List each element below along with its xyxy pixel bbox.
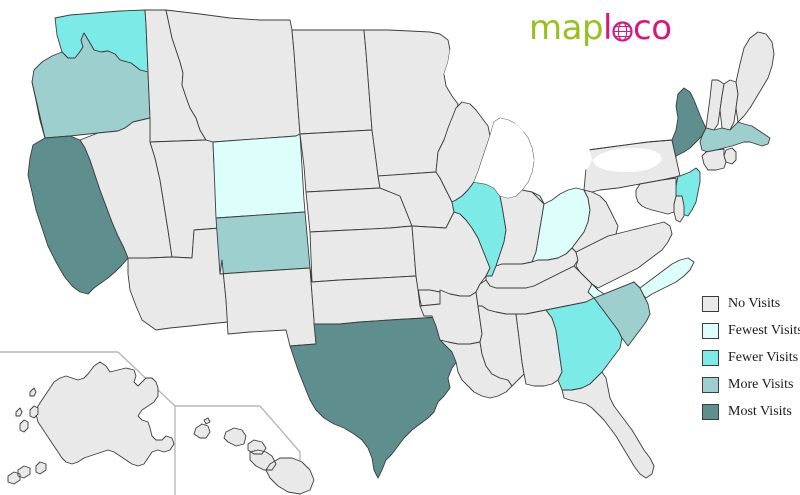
globe-icon bbox=[612, 21, 633, 42]
state-AK-inset[interactable] bbox=[35, 361, 175, 467]
state-CO[interactable] bbox=[215, 211, 311, 275]
legend-swatch-fewest-visits bbox=[702, 322, 719, 339]
state-MT[interactable] bbox=[165, 9, 301, 143]
state-WY[interactable] bbox=[212, 133, 306, 219]
state-MS[interactable] bbox=[477, 305, 525, 387]
legend-swatch-more-visits bbox=[702, 376, 719, 393]
state-ND[interactable] bbox=[291, 29, 373, 135]
legend-swatch-no-visits bbox=[702, 295, 719, 312]
state-LA[interactable] bbox=[439, 339, 513, 399]
state-TX[interactable] bbox=[289, 315, 465, 479]
state-KS[interactable] bbox=[309, 225, 417, 283]
state-HI-inset[interactable] bbox=[193, 417, 315, 495]
state-DE[interactable] bbox=[673, 195, 685, 223]
map-legend: No Visits Fewest Visits Fewer Visits Mor… bbox=[702, 290, 800, 425]
legend-item-fewest-visits[interactable]: Fewest Visits bbox=[702, 317, 800, 344]
legend-label-fewest-visits: Fewest Visits bbox=[728, 322, 800, 338]
logo-text-map: map bbox=[529, 8, 604, 48]
legend-swatch-most-visits bbox=[702, 403, 719, 420]
great-lakes bbox=[444, 48, 662, 198]
logo-text-co: co bbox=[633, 8, 672, 48]
state-NC[interactable] bbox=[587, 257, 695, 299]
state-SD[interactable] bbox=[299, 129, 381, 193]
logo-text-l: l bbox=[603, 8, 612, 48]
legend-swatch-fewer-visits bbox=[702, 349, 719, 366]
state-NM[interactable] bbox=[219, 259, 317, 347]
state-ME[interactable] bbox=[735, 31, 775, 123]
state-WV[interactable] bbox=[571, 189, 619, 253]
legend-label-more-visits: More Visits bbox=[728, 376, 794, 392]
state-AK-islands bbox=[7, 387, 47, 485]
state-AZ[interactable] bbox=[127, 227, 229, 331]
state-NY[interactable] bbox=[585, 87, 707, 159]
legend-label-most-visits: Most Visits bbox=[728, 403, 792, 419]
state-CT[interactable] bbox=[701, 148, 727, 171]
legend-item-no-visits[interactable]: No Visits bbox=[702, 290, 800, 317]
legend-item-more-visits[interactable]: More Visits bbox=[702, 371, 800, 398]
legend-item-fewer-visits[interactable]: Fewer Visits bbox=[702, 344, 800, 371]
state-FL[interactable] bbox=[561, 371, 655, 479]
state-GA[interactable] bbox=[545, 297, 623, 391]
legend-label-no-visits: No Visits bbox=[728, 295, 781, 311]
maploco-logo[interactable]: mapl co bbox=[529, 8, 674, 48]
legend-label-fewer-visits: Fewer Visits bbox=[728, 349, 799, 365]
state-MD[interactable] bbox=[635, 177, 677, 215]
legend-item-most-visits[interactable]: Most Visits bbox=[702, 398, 800, 425]
state-NH[interactable] bbox=[719, 79, 739, 131]
